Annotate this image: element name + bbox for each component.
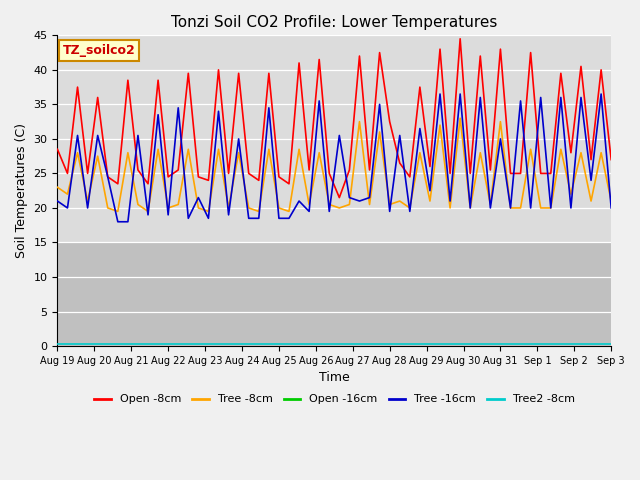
Tree -16cm (54, 198, 61, 204)
Tree2 -8cm (476, 341, 484, 347)
Tree -16cm (497, 136, 504, 142)
Open -8cm (607, 157, 615, 163)
Tree -8cm (63, 191, 71, 197)
Open -8cm (426, 164, 434, 169)
Open -8cm (497, 46, 504, 52)
Tree2 -8cm (255, 341, 262, 347)
Bar (58, 242, 611, 346)
Open -8cm (406, 174, 413, 180)
Tree -8cm (406, 205, 413, 211)
Tree -16cm (426, 188, 434, 193)
Title: Tonzi Soil CO2 Profile: Lower Temperatures: Tonzi Soil CO2 Profile: Lower Temperatur… (171, 15, 497, 30)
Tree -16cm (265, 105, 273, 111)
Open -8cm (63, 170, 71, 176)
Open -16cm (74, 115, 81, 121)
Line: Tree -16cm: Tree -16cm (58, 94, 611, 222)
Y-axis label: Soil Temperatures (C): Soil Temperatures (C) (15, 123, 28, 258)
Tree2 -8cm (607, 341, 615, 347)
Tree -8cm (426, 198, 434, 204)
Open -8cm (376, 50, 383, 56)
Tree -8cm (114, 208, 122, 214)
Open -16cm (406, 101, 413, 107)
Tree -16cm (436, 91, 444, 97)
Tree2 -8cm (63, 341, 71, 347)
Tree -8cm (456, 115, 464, 121)
Tree -8cm (54, 184, 61, 190)
Tree -16cm (63, 205, 71, 211)
X-axis label: Time: Time (319, 372, 349, 384)
Legend: Open -8cm, Tree -8cm, Open -16cm, Tree -16cm, Tree2 -8cm: Open -8cm, Tree -8cm, Open -16cm, Tree -… (90, 390, 579, 409)
Open -16cm (426, 132, 434, 138)
Open -16cm (54, 88, 61, 94)
Tree -16cm (114, 219, 122, 225)
Tree -8cm (607, 198, 615, 204)
Tree -8cm (376, 129, 383, 135)
Tree2 -8cm (365, 341, 373, 347)
Line: Tree -8cm: Tree -8cm (58, 118, 611, 211)
Tree2 -8cm (416, 341, 424, 347)
Line: Open -8cm: Open -8cm (58, 39, 611, 198)
Open -8cm (335, 195, 343, 201)
Open -8cm (54, 146, 61, 152)
Tree -16cm (607, 205, 615, 211)
Tree -16cm (376, 101, 383, 107)
Tree2 -8cm (396, 341, 404, 347)
Tree -8cm (497, 119, 504, 124)
Open -8cm (456, 36, 464, 42)
Tree -16cm (406, 208, 413, 214)
Text: TZ_soilco2: TZ_soilco2 (63, 44, 136, 57)
Open -8cm (255, 178, 262, 183)
Tree -8cm (265, 146, 273, 152)
Line: Open -16cm: Open -16cm (58, 80, 450, 149)
Tree2 -8cm (54, 341, 61, 347)
